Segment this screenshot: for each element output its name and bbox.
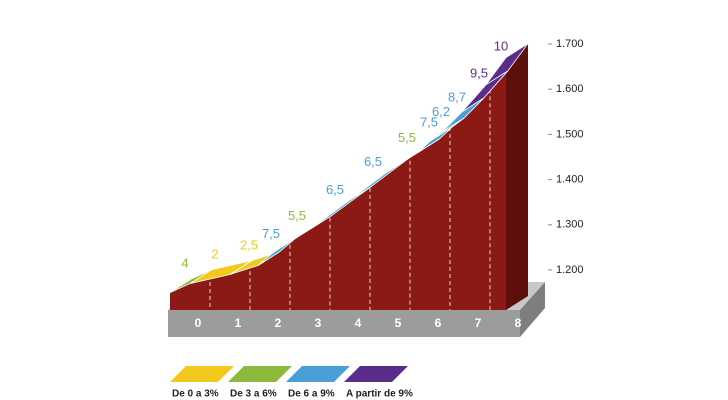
gradient-label: 6,2 — [432, 104, 450, 119]
y-tick-label: 1.500 — [556, 128, 584, 140]
legend-swatch — [228, 366, 292, 382]
y-tick-label: 1.400 — [556, 174, 584, 186]
base-front — [168, 310, 520, 337]
x-tick-label: 2 — [275, 316, 282, 330]
x-tick-label: 4 — [355, 316, 362, 330]
legend-label: A partir de 9% — [346, 389, 413, 400]
x-tick-label: 1 — [235, 316, 242, 330]
x-tick-label: 6 — [435, 316, 442, 330]
gradient-label: 2,5 — [240, 237, 258, 252]
y-tick-label: 1.300 — [556, 219, 584, 231]
profile-side — [506, 43, 528, 311]
legend-label: De 0 a 3% — [172, 389, 219, 400]
y-tick-label: 1.600 — [556, 83, 584, 95]
gradient-label: 4 — [181, 256, 188, 271]
gradient-label: 2 — [211, 246, 218, 261]
legend-swatch — [344, 366, 408, 382]
legend-label: De 3 a 6% — [230, 389, 277, 400]
profile — [170, 57, 506, 311]
x-tick-label: 5 — [395, 316, 402, 330]
x-tick-label: 3 — [315, 316, 322, 330]
gradient-label: 8,7 — [448, 89, 466, 104]
gradient-label: 9,5 — [470, 66, 488, 81]
gradient-label: 7,5 — [420, 114, 438, 129]
y-tick-label: 1.200 — [556, 264, 584, 276]
gradient-label: 6,5 — [326, 182, 344, 197]
gradient-label: 7,5 — [262, 226, 280, 241]
legend-swatch — [286, 366, 350, 382]
gradient-label: 6,5 — [364, 154, 382, 169]
gradient-label: 5,5 — [398, 130, 416, 145]
gradient-label: 10 — [494, 39, 508, 54]
x-tick-label: 7 — [475, 316, 482, 330]
y-tick-label: 1.700 — [556, 38, 584, 50]
base-side — [520, 282, 545, 337]
legend-label: De 6 a 9% — [288, 389, 335, 400]
gradient-band — [485, 43, 529, 86]
gradient-label: 5,5 — [288, 208, 306, 223]
x-tick-label: 0 — [195, 316, 202, 330]
x-tick-label: 8 — [515, 316, 522, 330]
legend-swatch — [170, 366, 234, 382]
